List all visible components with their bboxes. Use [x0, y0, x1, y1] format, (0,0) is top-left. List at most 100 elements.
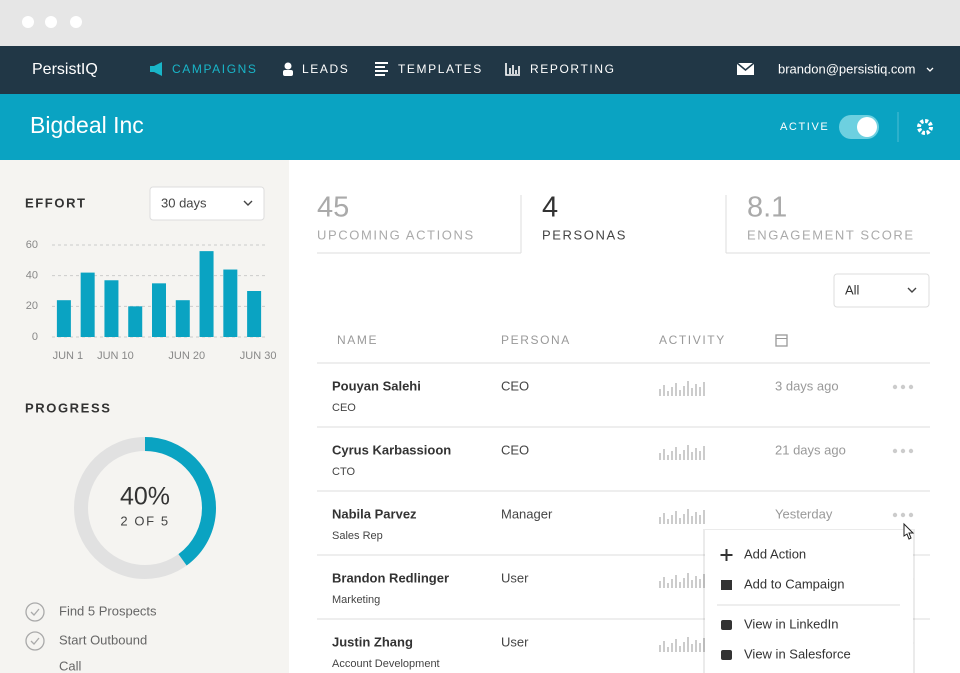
section-title: PROGRESS [25, 400, 111, 415]
stat-value[interactable]: 4 [542, 192, 558, 224]
stat-label[interactable]: PERSONAS [542, 227, 627, 242]
settings-icon[interactable] [917, 119, 933, 135]
activity-spark [695, 384, 697, 396]
activity-spark [687, 381, 689, 396]
activity-spark [691, 644, 693, 652]
activity-spark [667, 519, 669, 524]
activity-spark [679, 646, 681, 652]
lead-persona: User [501, 570, 529, 585]
last-activity: 21 days ago [775, 442, 846, 457]
activity-spark [699, 515, 701, 524]
lead-name[interactable]: Cyrus Karbassioon [332, 442, 451, 457]
activity-spark [671, 643, 673, 652]
nav-link[interactable]: TEMPLATES [398, 62, 483, 76]
lead-persona: User [501, 634, 529, 649]
menu-item[interactable]: View in LinkedIn [744, 616, 838, 631]
more-dot[interactable] [908, 384, 914, 390]
donut-arc [74, 437, 216, 579]
more-dot[interactable] [892, 512, 898, 518]
window-dot[interactable] [70, 16, 82, 28]
stat-label[interactable]: ENGAGEMENT SCORE [747, 227, 915, 242]
column-header: ACTIVITY [659, 333, 726, 347]
menu-item[interactable]: Add to Campaign [744, 576, 844, 591]
column-header: NAME [337, 333, 378, 347]
more-dot[interactable] [908, 448, 914, 454]
range-value: 30 days [161, 195, 207, 210]
mail-icon [736, 62, 755, 71]
activity-spark [679, 582, 681, 588]
checklist-item: Start Outbound [59, 632, 147, 647]
activity-spark [659, 517, 661, 524]
menu-icon [721, 650, 732, 660]
more-dot[interactable] [900, 512, 906, 518]
activity-spark [703, 574, 705, 588]
calendar-icon [775, 334, 788, 347]
campaigns-icon [150, 62, 162, 76]
menu-item[interactable]: View in Salesforce [744, 646, 851, 661]
activity-spark [679, 518, 681, 524]
filter-select[interactable] [833, 273, 930, 308]
menu-panel [705, 530, 913, 673]
more-dot[interactable] [892, 384, 898, 390]
more-dot[interactable] [900, 384, 906, 390]
lead-name[interactable]: Justin Zhang [332, 634, 413, 649]
sidebar [0, 160, 289, 673]
activity-spark [703, 510, 705, 524]
more-dot[interactable] [892, 448, 898, 454]
window-dot[interactable] [22, 16, 34, 28]
more-dot[interactable] [900, 448, 906, 454]
user-email[interactable]: brandon@persistiq.com [778, 61, 915, 76]
lead-name[interactable]: Pouyan Salehi [332, 378, 421, 393]
chart-title: EFFORT [25, 195, 87, 210]
range-select[interactable] [149, 186, 265, 221]
leads-icon [284, 62, 292, 70]
bar [247, 291, 262, 337]
activity-spark [675, 447, 677, 460]
stat-label[interactable]: UPCOMING ACTIONS [317, 227, 475, 242]
lead-name[interactable]: Nabila Parvez [332, 506, 417, 521]
brand[interactable]: PersistIQ [32, 61, 98, 78]
header [0, 94, 960, 160]
check-icon [30, 608, 40, 616]
window-dot[interactable] [45, 16, 57, 28]
activity-spark [703, 638, 705, 652]
donut [74, 437, 216, 579]
activity-spark [667, 647, 669, 652]
lead-name[interactable]: Brandon Redlinger [332, 570, 449, 585]
check-icon[interactable] [25, 631, 45, 651]
chevron [926, 67, 934, 72]
more-dot[interactable] [908, 512, 914, 518]
y-tick-label: 40 [26, 270, 38, 282]
cursor [903, 522, 915, 540]
activity-spark [691, 388, 693, 396]
activity-spark [667, 391, 669, 396]
activity-spark [663, 385, 665, 396]
activity-spark [675, 639, 677, 652]
activity-spark [703, 446, 705, 460]
filter-value: All [845, 282, 860, 297]
activity-spark [663, 449, 665, 460]
activity-spark [699, 643, 701, 652]
activity-spark [683, 578, 685, 588]
activity-spark [687, 637, 689, 652]
lead-persona: Manager [501, 506, 553, 521]
bar [128, 306, 143, 337]
reporting-icon [505, 63, 520, 76]
nav-link[interactable]: CAMPAIGNS [172, 62, 258, 76]
activity-spark [695, 576, 697, 588]
bar [199, 251, 214, 337]
activity-spark [683, 514, 685, 524]
nav-link[interactable]: LEADS [302, 62, 349, 76]
stats: 45 UPCOMING ACTIONS 4 PERSONAS 8.1 ENGAGEMENT… [317, 192, 930, 254]
chevron [243, 200, 253, 206]
stat-value[interactable]: 8.1 [747, 192, 787, 224]
stat-value[interactable]: 45 [317, 192, 349, 224]
nav-link[interactable]: REPORTING [530, 62, 616, 76]
activity-spark [691, 580, 693, 588]
menu-icon [720, 549, 733, 561]
check-icon[interactable] [25, 602, 45, 622]
lead-title: CEO [332, 402, 356, 414]
activity-spark [699, 451, 701, 460]
activity-spark [671, 387, 673, 396]
menu-item[interactable]: Add Action [744, 546, 806, 561]
